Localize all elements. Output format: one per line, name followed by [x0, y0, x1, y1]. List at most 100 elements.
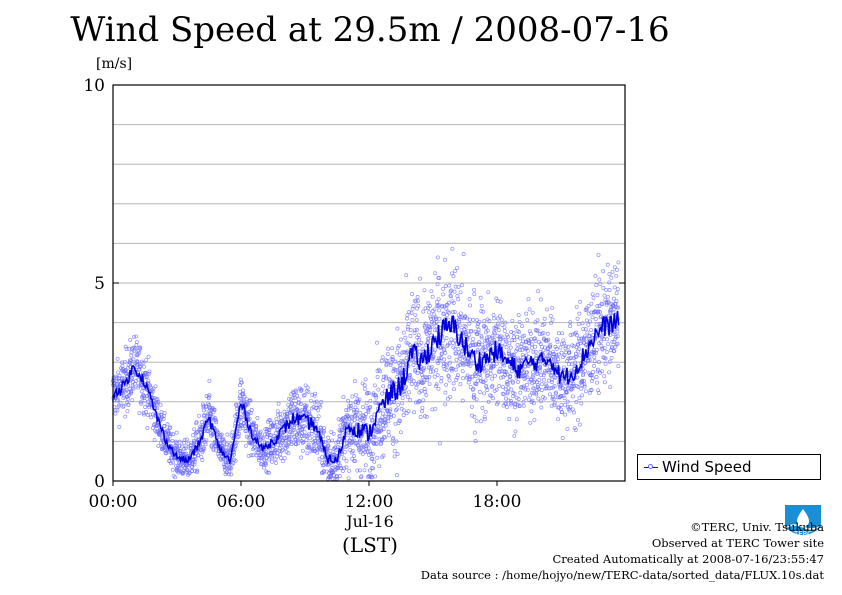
data-point [479, 335, 484, 340]
data-point [372, 383, 377, 388]
data-point [443, 350, 448, 355]
data-point [537, 378, 542, 382]
data-point [405, 316, 409, 321]
data-point [287, 436, 292, 441]
data-point [158, 402, 163, 407]
data-point [583, 369, 588, 374]
data-point [254, 450, 259, 455]
data-point [581, 326, 586, 331]
data-point [352, 454, 357, 459]
data-point [369, 466, 374, 471]
data-point [404, 411, 409, 416]
data-point [524, 311, 529, 316]
data-point [434, 368, 439, 373]
data-point [590, 376, 595, 381]
data-point [139, 389, 144, 394]
data-point [251, 420, 256, 425]
data-point [439, 376, 444, 380]
data-point [364, 401, 369, 406]
data-point [245, 402, 250, 407]
data-point [613, 344, 618, 349]
data-point [363, 415, 367, 420]
data-point [265, 432, 270, 437]
data-point [441, 292, 446, 297]
data-point [594, 347, 599, 352]
data-point [354, 409, 359, 414]
data-point [532, 336, 537, 341]
data-point [360, 451, 365, 456]
data-point [577, 339, 582, 343]
data-point [383, 420, 388, 425]
data-point [504, 339, 509, 344]
data-point [424, 414, 429, 419]
data-point [422, 288, 427, 293]
data-point [184, 467, 189, 472]
data-point [511, 335, 516, 340]
data-point [323, 439, 328, 444]
data-point [428, 314, 433, 319]
data-point [616, 260, 621, 265]
data-point [541, 331, 546, 336]
data-point [144, 410, 148, 414]
data-point [369, 451, 374, 456]
data-point [510, 380, 515, 385]
credit-created: Created Automatically at 2008-07-16/23:5… [552, 552, 825, 566]
data-point [267, 427, 272, 432]
data-point [402, 358, 407, 363]
data-point [437, 356, 442, 361]
data-point [444, 313, 449, 318]
data-point [276, 401, 281, 406]
data-point [501, 392, 506, 397]
credit-observed: Observed at TERC Tower site [651, 536, 824, 550]
data-point [467, 333, 471, 338]
data-point [191, 438, 196, 443]
data-point [447, 378, 452, 383]
data-point [165, 422, 170, 427]
data-point [504, 381, 509, 386]
data-point [408, 373, 412, 377]
data-point [540, 382, 544, 387]
data-point [116, 397, 121, 402]
data-point [278, 420, 282, 425]
data-point [502, 325, 507, 330]
data-point [390, 346, 395, 351]
data-point [498, 299, 503, 304]
data-point [482, 391, 487, 396]
data-point [442, 367, 447, 371]
data-point [611, 296, 616, 301]
data-point [321, 462, 326, 467]
data-point [559, 342, 564, 346]
data-point [192, 462, 197, 467]
data-point [353, 413, 358, 418]
data-point [129, 390, 134, 395]
data-point [381, 384, 386, 389]
data-point [270, 425, 275, 429]
data-point [554, 346, 559, 351]
data-point [500, 384, 505, 389]
data-point [403, 384, 408, 389]
data-point [503, 320, 508, 325]
data-point [201, 403, 206, 408]
data-point [441, 311, 446, 316]
data-point [507, 349, 512, 354]
data-point [420, 372, 425, 377]
data-point [517, 319, 522, 324]
data-point [576, 385, 581, 389]
data-point [555, 395, 560, 400]
data-point [144, 357, 149, 362]
data-point [455, 375, 460, 380]
data-point [523, 395, 528, 400]
data-point [584, 318, 589, 323]
data-point [433, 271, 438, 276]
data-point [365, 449, 370, 454]
data-point [440, 304, 445, 309]
data-point [616, 364, 621, 369]
data-point [479, 303, 484, 308]
data-point [344, 465, 349, 470]
data-point [414, 385, 419, 390]
data-point [400, 401, 404, 406]
data-point [525, 370, 529, 375]
data-point [146, 378, 151, 383]
data-point [526, 297, 531, 302]
data-point [604, 350, 609, 354]
